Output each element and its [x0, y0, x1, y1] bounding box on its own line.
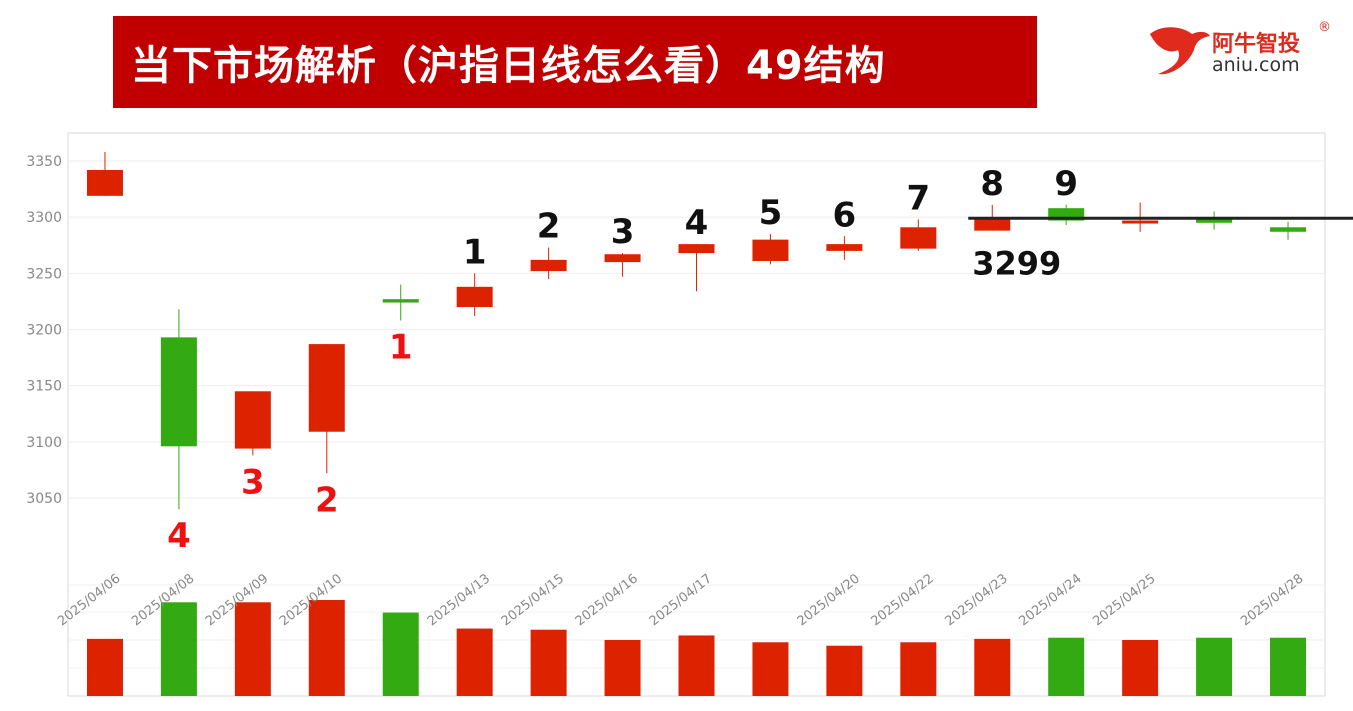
wave-count-red-label: 4 [167, 516, 191, 556]
logo-text-en: aniu.com [1212, 54, 1300, 76]
y-tick-label: 3150 [26, 379, 62, 395]
candle-body [382, 299, 419, 303]
volume-bar [234, 602, 271, 696]
volume-bar [678, 635, 715, 696]
x-date-label: 2025/04/28 [1238, 571, 1306, 629]
title-banner: 当下市场解析（沪指日线怎么看）49结构 [113, 16, 1037, 108]
x-date-label: 2025/04/17 [647, 571, 715, 629]
x-date-label: 2025/04/22 [868, 571, 936, 629]
volume-bar [382, 612, 419, 696]
volume-bar [974, 638, 1011, 696]
volume-bar [86, 638, 123, 696]
wave-count-black-label: 6 [833, 195, 857, 235]
candle-body [530, 259, 567, 272]
candle-body [86, 169, 123, 196]
y-tick-label: 3200 [26, 323, 62, 339]
wave-count-black-label: 4 [685, 203, 709, 243]
volume-bar [826, 645, 863, 696]
x-date-label: 2025/04/06 [55, 571, 123, 629]
page-title: 当下市场解析（沪指日线怎么看）49结构 [131, 43, 886, 89]
candle-body [974, 217, 1011, 231]
volume-bar [530, 629, 567, 696]
wave-count-black-label: 2 [537, 206, 561, 246]
wave-count-black-label: 1 [463, 232, 487, 272]
candle-body [604, 254, 641, 263]
volume-bar [1196, 637, 1233, 696]
candle-body [1270, 227, 1307, 232]
volume-bar [1048, 637, 1085, 696]
wave-count-red-label: 3 [241, 462, 265, 502]
volume-bar [752, 642, 789, 696]
x-date-label: 2025/04/23 [942, 571, 1010, 629]
y-tick-label: 3100 [26, 435, 62, 451]
y-tick-label: 3300 [26, 210, 62, 226]
wave-count-black-label: 9 [1054, 164, 1078, 204]
x-date-label: 2025/04/20 [795, 571, 863, 629]
reference-line-label: 3299 [972, 244, 1061, 282]
candle-body [1122, 220, 1159, 224]
wave-count-black-label: 8 [980, 164, 1004, 204]
y-tick-label: 3350 [26, 154, 62, 170]
wave-count-black-label: 7 [906, 178, 930, 218]
candle-body [678, 244, 715, 254]
y-tick-label: 3050 [26, 491, 62, 507]
candle-body [234, 391, 271, 449]
candle-body [160, 337, 197, 447]
candle-body [1196, 218, 1233, 223]
volume-bar [900, 642, 937, 696]
x-date-label: 2025/04/15 [499, 571, 567, 629]
x-date-label: 2025/04/16 [573, 571, 641, 629]
volume-bar [604, 640, 641, 696]
candle-body [752, 239, 789, 261]
volume-bar [160, 602, 197, 696]
volume-bar [456, 628, 493, 696]
candle-body [308, 344, 345, 432]
x-date-label: 2025/04/25 [1090, 571, 1158, 629]
logo-text-cn: 阿牛智投 [1212, 32, 1301, 57]
y-tick-label: 3250 [26, 266, 62, 282]
bull-logo-icon [1150, 27, 1210, 75]
candle-body [456, 286, 493, 308]
volume-bar [1122, 640, 1159, 696]
wave-count-black-label: 5 [759, 193, 783, 233]
wave-count-black-label: 3 [611, 212, 635, 252]
candle-body [826, 244, 863, 251]
x-date-label: 2025/04/24 [1016, 571, 1084, 629]
wave-count-red-label: 2 [315, 480, 339, 520]
wave-count-red-label: 1 [389, 328, 413, 368]
registered-mark: ® [1318, 20, 1331, 35]
volume-bar [1270, 637, 1307, 696]
volume-bar [308, 600, 345, 696]
x-date-label: 2025/04/13 [425, 571, 493, 629]
candle-body [900, 227, 937, 249]
brand-logo: 阿牛智投 ® aniu.com [1148, 20, 1338, 80]
